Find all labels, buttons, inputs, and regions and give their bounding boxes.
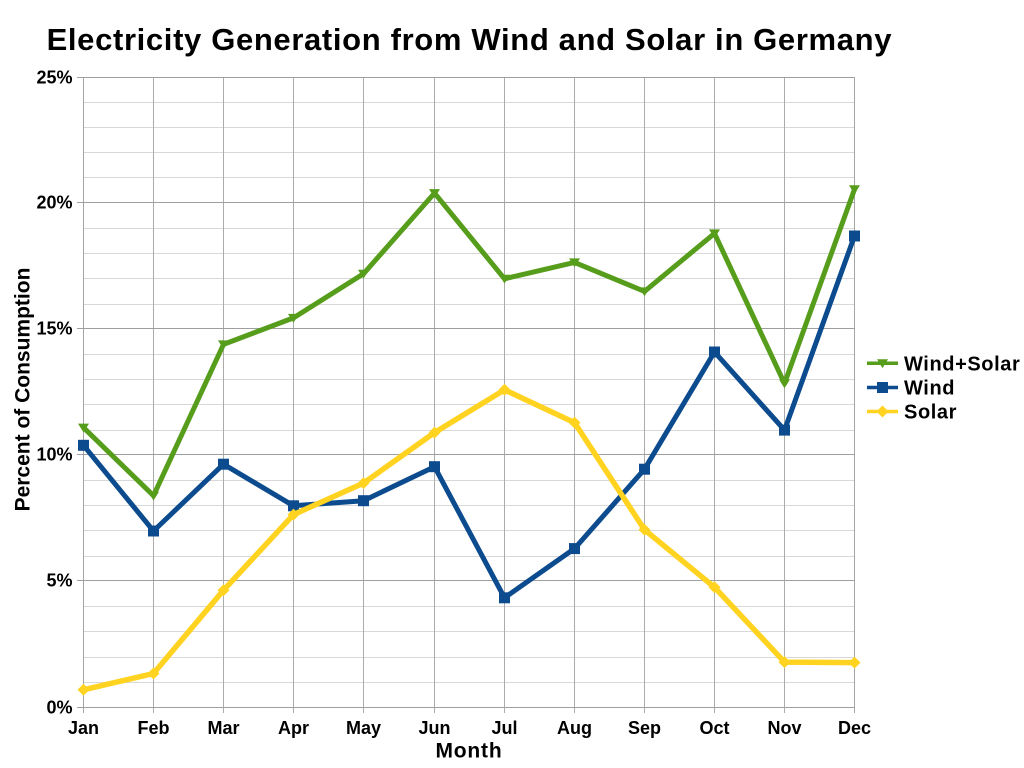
svg-text:Solar: Solar (904, 402, 957, 424)
svg-text:Feb: Feb (137, 718, 169, 738)
svg-text:0%: 0% (46, 697, 72, 717)
svg-text:Month: Month (436, 740, 503, 763)
svg-text:Oct: Oct (699, 718, 729, 738)
svg-text:Sep: Sep (628, 718, 661, 738)
svg-text:Apr: Apr (278, 718, 309, 738)
svg-text:Wind: Wind (904, 377, 955, 399)
svg-text:Percent of Consumption: Percent of Consumption (11, 268, 34, 512)
svg-text:Mar: Mar (207, 718, 239, 738)
svg-text:Wind+Solar: Wind+Solar (904, 353, 1020, 375)
svg-text:May: May (346, 718, 381, 738)
svg-text:Nov: Nov (767, 718, 801, 738)
svg-text:Aug: Aug (557, 718, 592, 738)
svg-text:25%: 25% (36, 67, 72, 87)
svg-text:Jan: Jan (68, 718, 99, 738)
svg-text:Jul: Jul (491, 718, 517, 738)
svg-text:10%: 10% (36, 444, 72, 464)
svg-text:5%: 5% (46, 570, 72, 590)
svg-text:Jun: Jun (418, 718, 450, 738)
svg-text:Electricity Generation from Wi: Electricity Generation from Wind and Sol… (47, 22, 893, 57)
svg-text:15%: 15% (36, 318, 72, 338)
svg-text:Dec: Dec (838, 718, 871, 738)
svg-text:20%: 20% (36, 192, 72, 212)
